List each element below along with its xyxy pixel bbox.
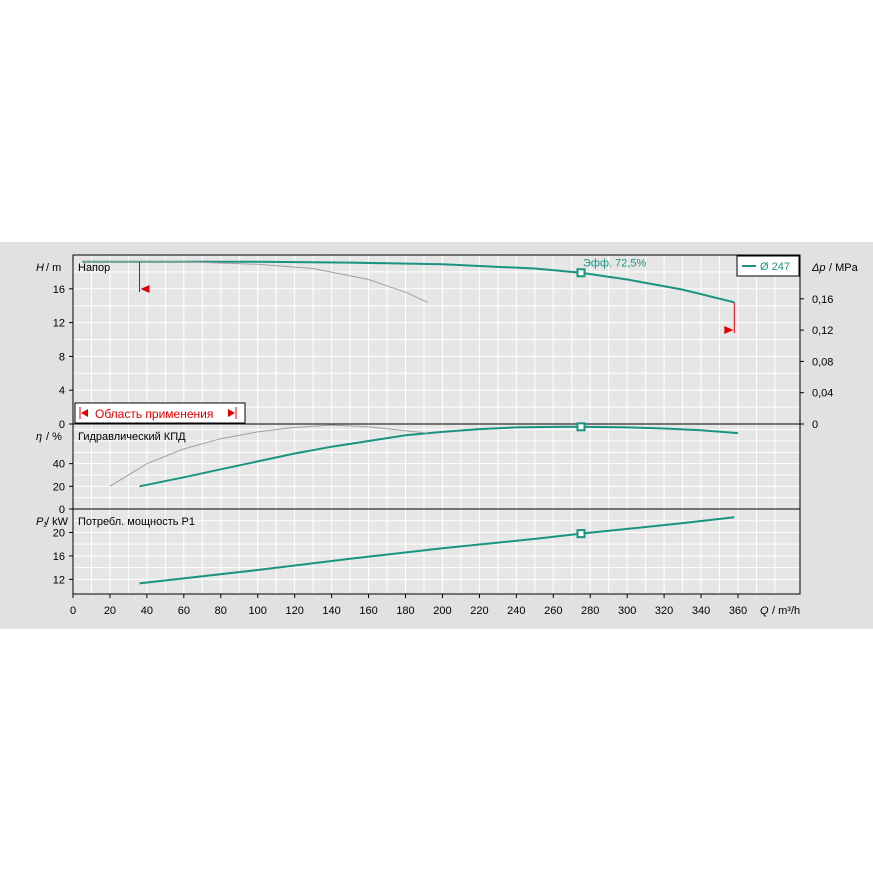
range-max-arrow (724, 326, 734, 334)
x-tick-label: 60 (178, 605, 190, 617)
y-tick-label: 20 (53, 527, 65, 539)
x-tick-label: 120 (285, 605, 303, 617)
x-tick-label: 200 (433, 605, 451, 617)
x-tick-label: 220 (470, 605, 488, 617)
range-label-box (74, 402, 246, 424)
series-line-power-0 (139, 516, 735, 585)
y2-tick-label: 0,12 (812, 325, 833, 337)
operating-point (576, 268, 586, 278)
x-tick-label: 360 (729, 605, 747, 617)
y-axis-label-var: η (36, 431, 42, 443)
x-tick-label: 340 (692, 605, 710, 617)
panel-title: Напор (78, 262, 110, 274)
y-axis-label-unit: / % (46, 431, 62, 443)
series-line-efficiency-0 (139, 425, 739, 488)
y-axis-label-var: P₁ (36, 516, 47, 528)
y2-axis-label-unit: / MPa (829, 262, 859, 274)
x-tick-label: 40 (141, 605, 153, 617)
x-axis-label-var: Q (760, 605, 769, 617)
operating-point-label: Эфф. 72,5% (583, 258, 647, 270)
x-tick-label: 20 (104, 605, 116, 617)
x-tick-label: 160 (359, 605, 377, 617)
y-axis-label-var: H (36, 262, 44, 274)
y-tick-label: 20 (53, 481, 65, 493)
x-tick-label: 300 (618, 605, 636, 617)
range-label-text: Область применения (95, 407, 213, 421)
x-tick-label: 100 (249, 605, 267, 617)
x-tick-label: 320 (655, 605, 673, 617)
x-tick-label: 240 (507, 605, 525, 617)
y-tick-label: 16 (53, 551, 65, 563)
y-tick-label: 0 (59, 504, 65, 516)
range-min-arrow (140, 285, 150, 293)
y-tick-label: 8 (59, 351, 65, 363)
y-tick-label: 40 (53, 459, 65, 471)
x-tick-label: 260 (544, 605, 562, 617)
y-axis-label-unit: / kW (46, 516, 69, 528)
x-tick-label: 280 (581, 605, 599, 617)
legend-label: Ø 247 (760, 261, 790, 273)
legend-box (736, 255, 800, 277)
range-label-right-arrow (228, 409, 235, 417)
x-tick-label: 180 (396, 605, 414, 617)
operating-point (576, 529, 586, 539)
series-line-head-1 (82, 261, 428, 303)
y2-tick-label: 0,08 (812, 356, 833, 368)
x-tick-label: 80 (215, 605, 227, 617)
plot-area-efficiency (73, 424, 800, 509)
series-line-head-0 (82, 260, 735, 304)
y-tick-label: 4 (59, 385, 65, 397)
operating-point (576, 422, 586, 432)
panel-border-power (72, 508, 801, 595)
y2-tick-label: 0,04 (812, 388, 833, 400)
panel-title: Гидравлический КПД (78, 431, 186, 443)
series-line-efficiency-1 (109, 424, 428, 487)
y2-axis-label-var: Δp (811, 262, 826, 274)
x-tick-label: 0 (70, 605, 76, 617)
y-tick-label: 12 (53, 574, 65, 586)
x-axis-label-unit: / m³/h (772, 605, 800, 617)
y-tick-label: 16 (53, 284, 65, 296)
y-tick-label: 12 (53, 318, 65, 330)
y2-tick-label: 0 (812, 419, 818, 431)
y2-tick-label: 0,16 (812, 294, 833, 306)
y-axis-label-unit: / m (46, 262, 61, 274)
panel-title: Потребл. мощность P1 (78, 516, 195, 528)
y-tick-label: 0 (59, 419, 65, 431)
x-tick-label: 140 (322, 605, 340, 617)
range-label-left-arrow (81, 409, 88, 417)
